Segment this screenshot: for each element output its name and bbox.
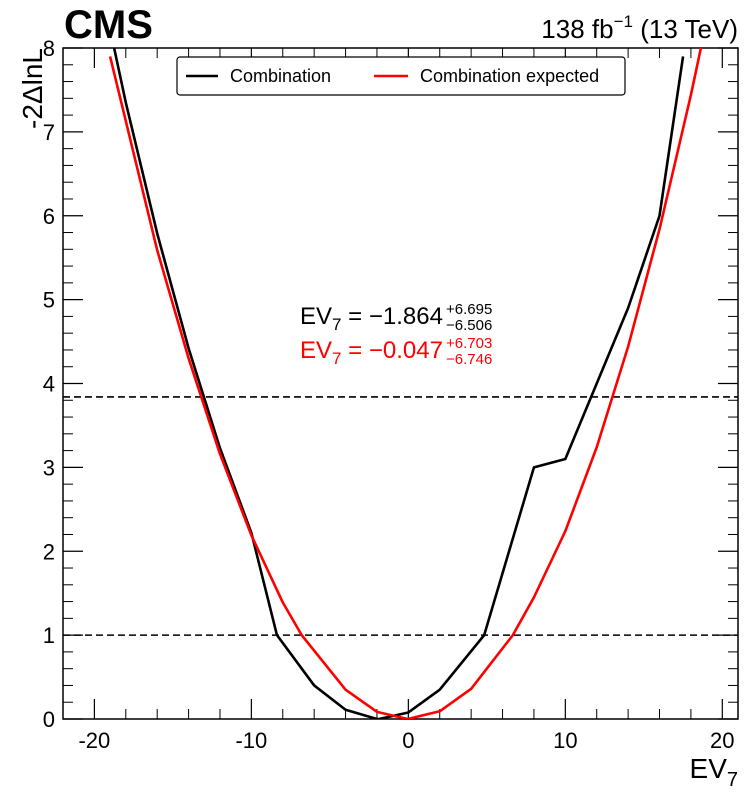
series-line-combination-expected — [108, 48, 703, 719]
reference-lines — [63, 396, 738, 636]
observed-result-prefix: EV — [300, 303, 332, 330]
x-axis-label-sub: 7 — [727, 769, 738, 791]
experiment-label: CMS — [64, 3, 153, 47]
expected-result-text: EV7 = −0.047 — [300, 337, 443, 368]
luminosity-energy: (13 TeV) — [633, 14, 738, 44]
y-tick-label: 4 — [43, 372, 55, 397]
series-lines — [108, 48, 703, 719]
legend-label-combination-expected: Combination expected — [420, 66, 599, 86]
y-tick-label: 0 — [43, 707, 55, 732]
y-tick-label: 1 — [43, 623, 55, 648]
observed-result-sub: 7 — [332, 315, 341, 334]
observed-result-down: −6.506 — [446, 317, 492, 334]
expected-result: EV7 = −0.047 +6.703 −6.746 — [300, 335, 492, 368]
observed-result-text: EV7 = −1.864 — [300, 303, 443, 334]
y-tick-label: 3 — [43, 455, 55, 480]
x-axis-label: EV7 — [690, 753, 738, 791]
x-axis-ticks: -20 -10 0 10 20 — [62, 48, 735, 753]
x-tick-label: 0 — [402, 728, 414, 753]
expected-result-down: −6.746 — [446, 351, 492, 368]
x-tick-label: 10 — [553, 728, 577, 753]
expected-result-up: +6.703 — [446, 335, 492, 352]
y-tick-label: 5 — [43, 288, 55, 313]
y-tick-label: 7 — [43, 120, 55, 145]
series-line-combination — [112, 48, 685, 719]
plot-frame — [62, 47, 739, 720]
expected-result-prefix: EV — [300, 337, 332, 364]
x-tick-label: -20 — [78, 728, 110, 753]
x-tick-label: -10 — [235, 728, 267, 753]
observed-result: EV7 = −1.864 +6.695 −6.506 — [300, 301, 492, 334]
y-tick-label: 2 — [43, 539, 55, 564]
legend-label-combination: Combination — [230, 66, 331, 86]
x-tick-label: 20 — [710, 728, 734, 753]
observed-result-value: = −1.864 — [341, 303, 442, 330]
luminosity-label: 138 fb−1 (13 TeV) — [541, 12, 738, 44]
expected-result-value: = −0.047 — [341, 337, 442, 364]
y-tick-label: 6 — [43, 204, 55, 229]
y-axis-ticks: 0 1 2 3 4 5 6 7 8 — [43, 36, 738, 732]
luminosity-value: 138 fb — [541, 14, 613, 44]
y-tick-label: 8 — [43, 36, 55, 61]
expected-result-sub: 7 — [332, 349, 341, 368]
y-axis-label: -2ΔlnL — [17, 48, 48, 129]
x-axis-label-main: EV — [690, 753, 728, 784]
luminosity-exponent: −1 — [614, 12, 633, 31]
legend: Combination Combination expected — [176, 56, 626, 96]
observed-result-up: +6.695 — [446, 301, 492, 318]
